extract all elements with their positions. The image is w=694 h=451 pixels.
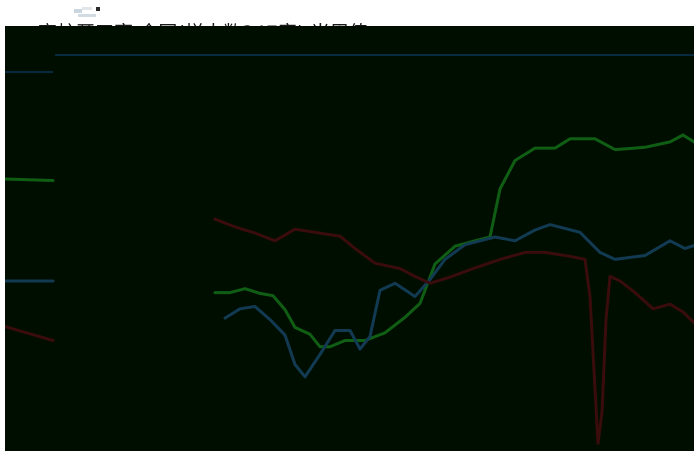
title-artifact [72,4,106,18]
series-line-3-segment-2 [213,217,694,445]
chart-plot-area [5,26,694,451]
series-line-2-segment-2 [223,223,694,379]
noise-artifact [74,7,100,17]
series-layer [5,133,694,445]
series-line-1-segment-1 [5,177,55,182]
plot-background [5,26,694,451]
series-line-3-segment-1 [5,325,55,342]
